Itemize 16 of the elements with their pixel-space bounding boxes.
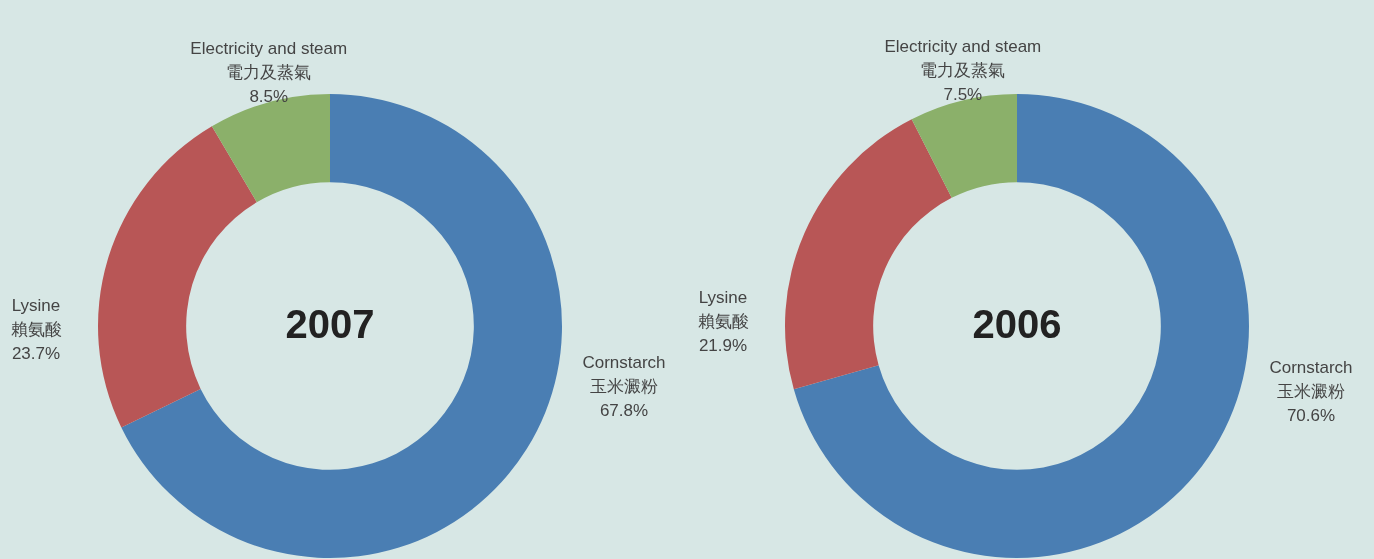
slice-label: Electricity and steam 電力及蒸氣 [190, 38, 348, 82]
slice-label: Lysine 賴氨酸 [697, 288, 749, 332]
data-label: 21.9% [698, 336, 748, 356]
slice-label: Cornstarch 玉米澱粉 [1269, 357, 1353, 401]
data-label: 8.5% [249, 86, 289, 106]
data-label: 23.7% [11, 343, 61, 363]
data-label: 70.6% [1286, 405, 1336, 425]
donut-slice [98, 126, 257, 428]
text: 2007 [285, 302, 375, 346]
slice-label: Electricity and steam 電力及蒸氣 [884, 36, 1042, 80]
donut-slice [785, 119, 952, 390]
data-label: 67.8% [599, 400, 649, 420]
text: 2006 [972, 302, 1062, 346]
data-label: 7.5% [943, 84, 983, 104]
slice-label: Lysine 賴氨酸 [10, 295, 62, 339]
slice-label: Cornstarch 玉米澱粉 [582, 352, 666, 396]
